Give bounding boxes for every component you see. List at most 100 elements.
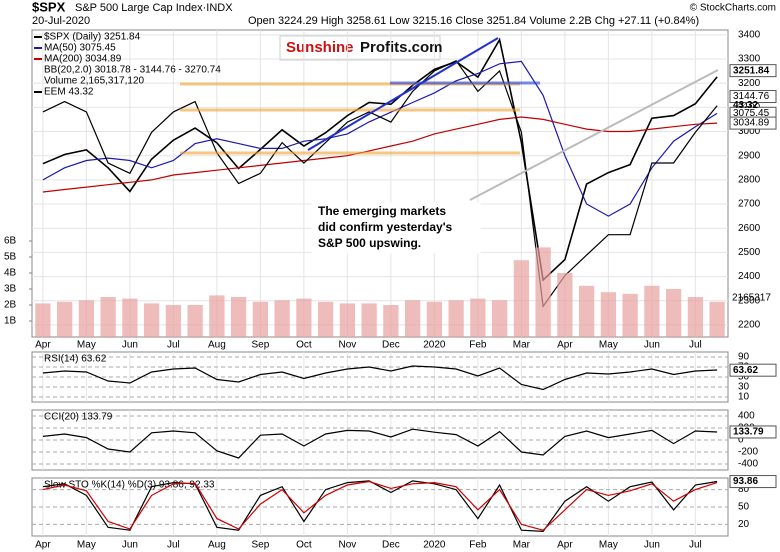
volume-bar (122, 298, 138, 337)
x-tick-label: 2020 (423, 340, 446, 351)
volume-bar (274, 300, 290, 337)
x-tick-label: Jun (644, 540, 660, 551)
legend-entry: MA(50) 3075.45 (44, 43, 116, 54)
y-tick-label: 6B (4, 236, 17, 247)
y-tick-label: 80 (738, 484, 750, 495)
x-tick-label: Nov (338, 540, 356, 551)
panel-title: Slow STO %K(14) %D(3) 93.86, 92.33 (44, 480, 215, 491)
volume-bar (252, 301, 268, 337)
annotation: S&P 500 upswing. (318, 236, 421, 250)
panel-title: RSI(14) 63.62 (44, 354, 107, 365)
volume-bar (579, 285, 595, 337)
last-value-tag: 3075.45 (733, 108, 770, 119)
x-tick-label: Apr (557, 540, 573, 551)
annotation: The emerging markets (318, 204, 446, 218)
volume-bar (470, 298, 486, 337)
logo-box (279, 35, 441, 61)
y-tick-label: 3000 (738, 126, 761, 137)
volume-bar (35, 303, 51, 337)
x-tick-label: Dec (382, 340, 400, 351)
x-tick-label: May (77, 540, 96, 551)
volume-bar (687, 297, 703, 337)
x-tick-label: Jul (167, 540, 180, 551)
legend-entry: Volume 2,165,317,120 (44, 76, 145, 87)
y-tick-label: 4B (4, 268, 17, 279)
volume-bar (383, 305, 399, 337)
x-tick-label: Nov (338, 340, 356, 351)
volume-bar (666, 289, 682, 337)
y-tick-label: 20 (738, 519, 750, 530)
annotation: did confirm yesterday's (318, 220, 453, 234)
trend-line (469, 69, 719, 201)
y-tick-label: 2300 (738, 295, 761, 306)
last-value-tag: 63.62 (733, 365, 758, 376)
x-tick-label: Feb (469, 540, 487, 551)
series-line (42, 480, 718, 531)
last-value-tag: 43.32 (733, 100, 758, 111)
date: 20-Jul-2020 (32, 15, 90, 27)
symbol: $SPX (32, 0, 66, 14)
series-line (42, 116, 718, 193)
volume-bar (318, 301, 334, 337)
legend-entry: MA(200) 3034.89 (44, 54, 122, 65)
logo-right: Profits.com (360, 39, 443, 56)
volume-bar (405, 300, 421, 337)
volume-bar (361, 303, 377, 337)
volume-bar (513, 260, 529, 337)
volume-bar (165, 305, 181, 337)
y-tick-label: 30 (738, 382, 750, 393)
x-tick-label: 2020 (423, 540, 446, 551)
volume-bar (535, 247, 551, 337)
trend-line (307, 37, 499, 151)
volume-bar (644, 285, 660, 337)
x-tick-label: Oct (296, 340, 312, 351)
x-tick-label: Aug (208, 540, 226, 551)
x-tick-label: Aug (208, 340, 226, 351)
y-tick-label: 90 (738, 352, 750, 363)
x-tick-label: Jun (644, 340, 660, 351)
series-line (42, 480, 718, 533)
y-tick-label: 3B (4, 284, 17, 295)
volume-bar (209, 295, 225, 337)
volume-bar (100, 297, 116, 337)
x-tick-label: Mar (513, 540, 531, 551)
last-value-tag: 3144.76 (733, 91, 770, 102)
y-tick-label: 2500 (738, 247, 761, 258)
y-tick-label: 5B (4, 252, 17, 263)
x-tick-label: Jun (122, 340, 138, 351)
y-tick-label: -200 (738, 447, 758, 458)
tag-box (729, 475, 777, 489)
last-value-tag: 93.86 (733, 476, 758, 487)
x-tick-label: Apr (35, 540, 51, 551)
volume-bar (426, 301, 442, 337)
legend-entry: EEM 43.32 (44, 87, 94, 98)
legend-entry: $SPX (Daily) 3251.84 (44, 32, 141, 43)
index-name: S&P 500 Large Cap Index·INDX (75, 2, 233, 14)
panel-frame (31, 29, 729, 338)
annotation-box (311, 202, 481, 254)
panel-title: CCI(20) 133.79 (44, 412, 113, 423)
y-tick-label: 2700 (738, 199, 761, 210)
tag-box (729, 90, 777, 104)
x-tick-label: Feb (469, 340, 487, 351)
x-tick-label: Jul (689, 340, 702, 351)
y-tick-label: 2400 (738, 271, 761, 282)
tag-box (729, 363, 777, 377)
last-value-tag: 3251.84 (733, 65, 770, 76)
copyright: © StockCharts.com (690, 3, 776, 14)
tag-box (729, 116, 777, 130)
volume-bar (448, 300, 464, 337)
volume-bar (622, 293, 638, 337)
legend-entry: BB(20,2.0) 3018.78 - 3144.76 - 3270.74 (44, 65, 221, 76)
volume-bar (600, 292, 616, 337)
x-tick-label: Apr (557, 340, 573, 351)
tag-box (729, 425, 777, 439)
y-tick-label: 3200 (738, 78, 761, 89)
y-tick-label: 2800 (738, 175, 761, 186)
x-tick-label: Apr (35, 340, 51, 351)
volume-bar (78, 300, 94, 337)
series-line (42, 365, 718, 391)
last-value-tag: 2165317 (732, 293, 771, 304)
